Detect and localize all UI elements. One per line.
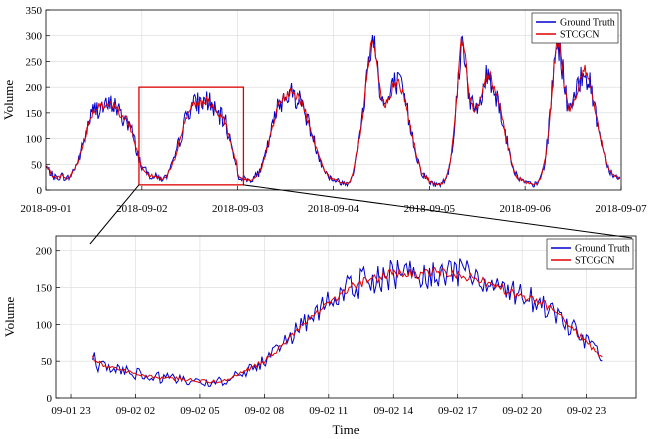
zoom-highlight-box (138, 86, 245, 186)
x-tick-label: 09-02 14 (374, 405, 414, 417)
y-tick-label: 50 (41, 356, 53, 368)
x-tick-label: 2018-09-02 (116, 203, 167, 215)
y-tick-label: 200 (26, 82, 43, 94)
x-tick-label: 2018-09-06 (500, 203, 552, 215)
series-ground-truth (45, 34, 621, 189)
y-tick-label: 100 (36, 319, 53, 331)
y-tick-label: 50 (31, 159, 43, 171)
y-tick-label: 100 (26, 134, 43, 146)
x-tick-label: 09-02 11 (309, 405, 348, 417)
legend-label-0: Ground Truth (575, 244, 630, 255)
series-stcgcn (92, 266, 603, 384)
x-tick-label: 09-02 02 (116, 405, 155, 417)
top-chart: 0 50 100 150 200 250 300 350 2018-09-01 2018-09-0… (1, 5, 647, 215)
y-tick-label: 250 (26, 56, 43, 68)
y-tick-label: 300 (26, 31, 43, 43)
x-tick-label: 09-02 08 (245, 405, 285, 417)
x-axis-label: Time (333, 422, 360, 437)
y-axis-label: Volume (1, 80, 16, 120)
x-tick-label: 09-02 05 (180, 405, 220, 417)
x-tick-label: 2018-09-01 (20, 203, 71, 215)
legend-box (546, 238, 634, 270)
y-axis-label: Volume (2, 297, 17, 337)
x-tick-label: 2018-09-04 (308, 203, 360, 215)
zoom-connector-lines (89, 184, 633, 245)
y-tick-label: 200 (36, 246, 53, 258)
x-tick-label: 09-02 17 (438, 405, 478, 417)
legend-box (531, 12, 619, 44)
series-stcgcn (45, 38, 621, 186)
series-ground-truth (92, 258, 603, 387)
legend-label-1: STCGCN (575, 256, 614, 267)
y-tick-label: 150 (36, 283, 53, 295)
legend-label-0: Ground Truth (560, 18, 615, 29)
x-tick-label: 2018-09-03 (212, 203, 264, 215)
y-tick-label: 150 (26, 108, 43, 120)
y-tick-label: 0 (37, 185, 43, 197)
bottom-chart: 0 50 100 150 200 09-01 23 09-02 02 09-02 05 09-0… (2, 235, 637, 437)
y-tick-label: 350 (26, 5, 43, 17)
plot-frame (55, 235, 637, 399)
connector-right (243, 184, 633, 239)
y-tick-label: 0 (47, 393, 53, 405)
legend-label-1: STCGCN (560, 30, 599, 41)
x-tick-label: 09-02 20 (502, 405, 542, 417)
x-tick-label: 09-01 23 (51, 405, 91, 417)
x-tick-label: 2018-09-07 (595, 203, 647, 215)
connector-left (89, 184, 140, 245)
x-tick-label: 09-02 23 (567, 405, 607, 417)
